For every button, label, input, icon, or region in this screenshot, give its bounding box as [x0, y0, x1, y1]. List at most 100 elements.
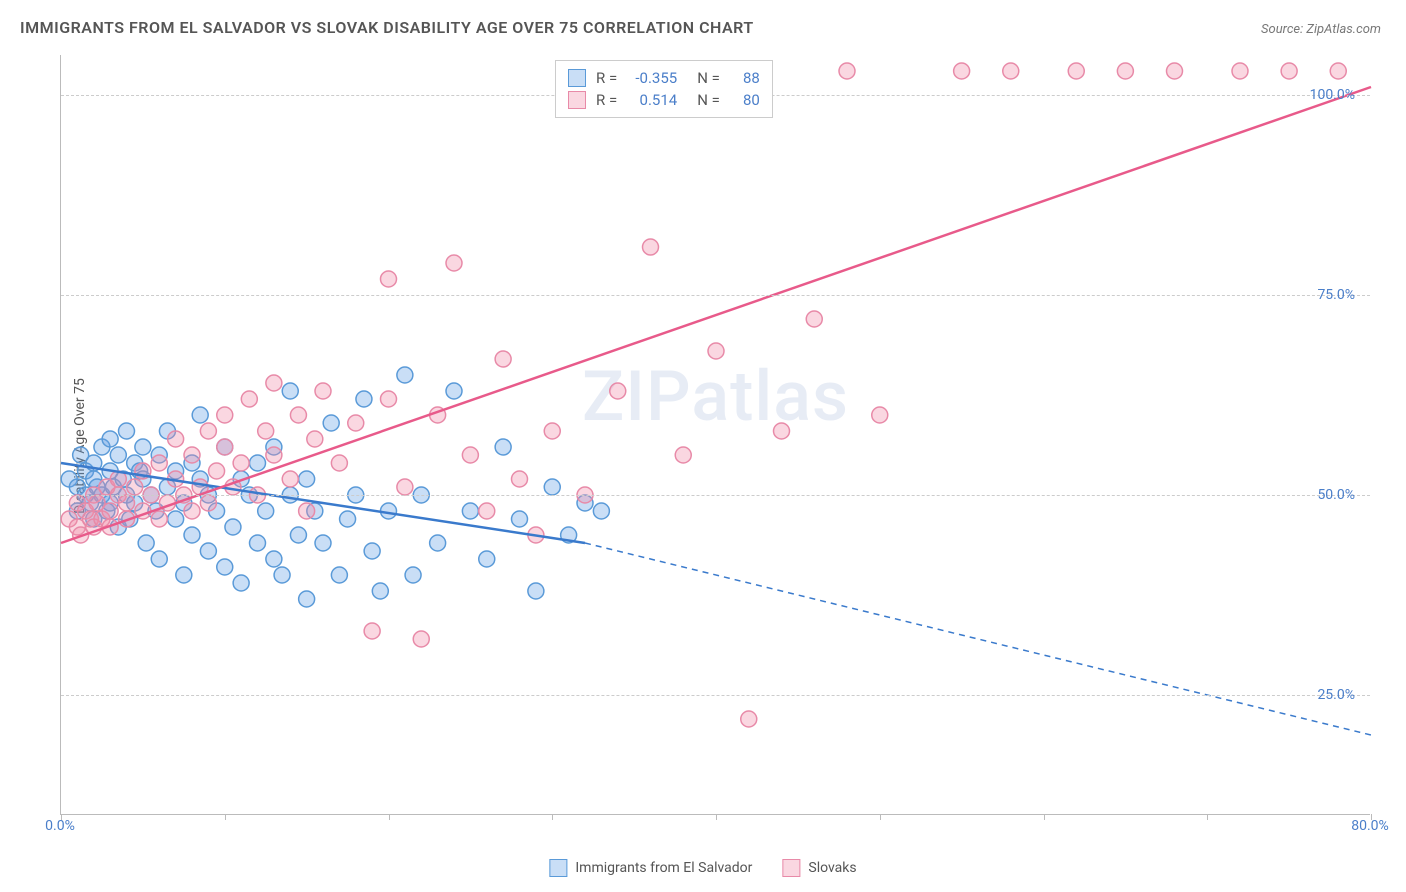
scatter-point: [250, 535, 266, 551]
legend-item: Immigrants from El Salvador: [549, 859, 752, 877]
x-tick-label: 80.0%: [1351, 818, 1389, 834]
scatter-point: [176, 567, 192, 583]
scatter-point: [102, 503, 118, 519]
scatter-point: [741, 711, 757, 727]
scatter-point: [119, 423, 135, 439]
scatter-point: [102, 431, 118, 447]
legend-swatch: [568, 91, 586, 109]
scatter-point: [1167, 63, 1183, 79]
stats-R-value: -0.355: [627, 69, 677, 87]
scatter-point: [413, 631, 429, 647]
bottom-legend: Immigrants from El Salvador Slovaks: [549, 859, 856, 877]
scatter-point: [184, 527, 200, 543]
grid-line: [61, 295, 1370, 296]
source-label: Source: ZipAtlas.com: [1261, 22, 1381, 37]
trend-line: [61, 87, 1371, 543]
scatter-point: [217, 559, 233, 575]
stats-legend-box: R = -0.355 N = 88 R = 0.514 N = 80: [555, 60, 773, 118]
scatter-point: [430, 535, 446, 551]
x-tick: [1044, 814, 1045, 820]
scatter-point: [397, 479, 413, 495]
stats-R-label: R =: [596, 91, 617, 109]
legend-swatch: [549, 859, 567, 877]
scatter-point: [209, 463, 225, 479]
scatter-point: [217, 407, 233, 423]
scatter-point: [1003, 63, 1019, 79]
scatter-point: [299, 503, 315, 519]
scatter-point: [168, 511, 184, 527]
grid-line: [61, 495, 1370, 496]
legend-label: Immigrants from El Salvador: [575, 860, 752, 876]
stats-N-value: 88: [730, 69, 760, 87]
x-tick: [716, 814, 717, 820]
stats-R-label: R =: [596, 69, 617, 87]
scatter-point: [446, 383, 462, 399]
scatter-point: [200, 543, 216, 559]
scatter-point: [266, 447, 282, 463]
scatter-point: [1232, 63, 1248, 79]
scatter-point: [364, 623, 380, 639]
scatter-point: [258, 423, 274, 439]
scatter-point: [806, 311, 822, 327]
scatter-point: [151, 455, 167, 471]
scatter-point: [274, 567, 290, 583]
chart-svg: [61, 55, 1370, 814]
scatter-point: [364, 543, 380, 559]
y-tick-label: 50.0%: [1317, 487, 1355, 503]
scatter-point: [872, 407, 888, 423]
scatter-point: [610, 383, 626, 399]
legend-label: Slovaks: [808, 860, 856, 876]
stats-row: R = -0.355 N = 88: [568, 67, 760, 89]
scatter-point: [643, 239, 659, 255]
scatter-point: [512, 511, 528, 527]
scatter-point: [1117, 63, 1133, 79]
y-tick-label: 100.0%: [1310, 87, 1355, 103]
plot-area: ZIPatlas 25.0%50.0%75.0%100.0%: [60, 55, 1370, 815]
scatter-point: [405, 567, 421, 583]
scatter-point: [495, 351, 511, 367]
y-tick-label: 75.0%: [1317, 287, 1355, 303]
scatter-point: [241, 391, 257, 407]
scatter-point: [315, 383, 331, 399]
stats-N-label: N =: [697, 91, 720, 109]
scatter-point: [127, 479, 143, 495]
scatter-point: [233, 455, 249, 471]
scatter-point: [462, 503, 478, 519]
scatter-point: [184, 503, 200, 519]
scatter-point: [331, 455, 347, 471]
scatter-point: [479, 503, 495, 519]
scatter-point: [290, 407, 306, 423]
scatter-point: [200, 423, 216, 439]
legend-swatch: [782, 859, 800, 877]
scatter-point: [299, 471, 315, 487]
legend-swatch: [568, 69, 586, 87]
scatter-point: [381, 271, 397, 287]
scatter-point: [397, 367, 413, 383]
scatter-point: [1068, 63, 1084, 79]
scatter-point: [138, 535, 154, 551]
scatter-point: [225, 519, 241, 535]
x-tick: [552, 814, 553, 820]
chart-title: IMMIGRANTS FROM EL SALVADOR VS SLOVAK DI…: [20, 18, 754, 37]
scatter-point: [151, 551, 167, 567]
scatter-point: [192, 407, 208, 423]
scatter-point: [1281, 63, 1297, 79]
legend-item: Slovaks: [782, 859, 856, 877]
scatter-point: [839, 63, 855, 79]
scatter-point: [200, 495, 216, 511]
y-tick-label: 25.0%: [1317, 687, 1355, 703]
scatter-point: [462, 447, 478, 463]
x-tick-label: 0.0%: [45, 818, 75, 834]
scatter-point: [1330, 63, 1346, 79]
scatter-point: [512, 471, 528, 487]
scatter-point: [307, 431, 323, 447]
scatter-point: [290, 527, 306, 543]
scatter-point: [110, 447, 126, 463]
scatter-point: [479, 551, 495, 567]
scatter-point: [184, 447, 200, 463]
scatter-point: [340, 511, 356, 527]
grid-line: [61, 695, 1370, 696]
scatter-point: [348, 415, 364, 431]
scatter-point: [528, 583, 544, 599]
scatter-point: [135, 439, 151, 455]
